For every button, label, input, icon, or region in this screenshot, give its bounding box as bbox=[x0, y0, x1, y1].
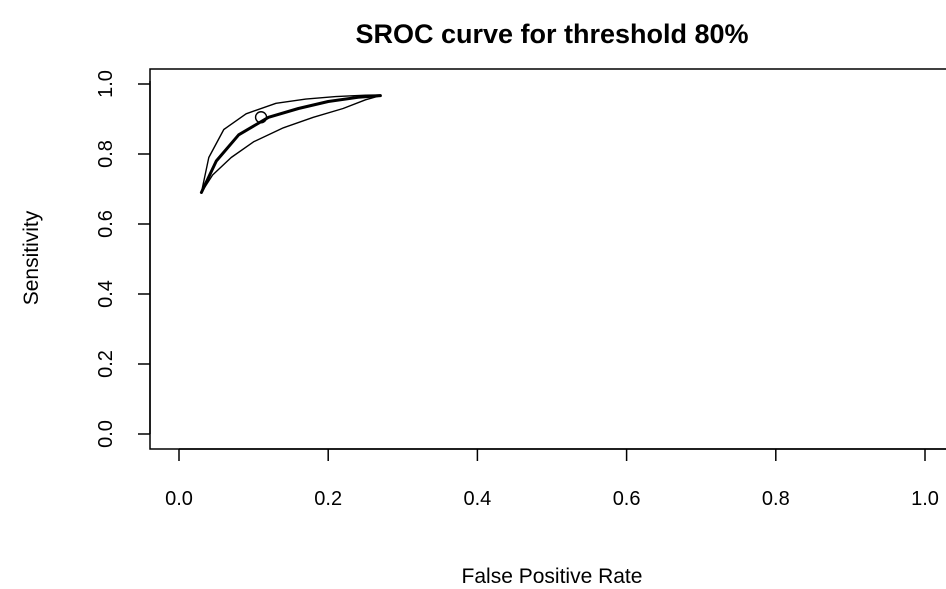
y-ticks: 0.0 0.2 0.4 0.6 0.8 1.0 bbox=[95, 70, 150, 448]
x-ticks: 0.0 0.2 0.4 0.6 0.8 1.0 bbox=[165, 449, 939, 510]
upper-confidence-band bbox=[200, 94, 382, 194]
x-tick-label-0: 0.0 bbox=[165, 488, 193, 510]
plot-area-frame bbox=[149, 68, 946, 450]
y-axis-label: Sensitivity bbox=[20, 210, 43, 305]
sroc-curve bbox=[199, 94, 382, 194]
x-tick-label-1: 0.2 bbox=[314, 488, 342, 510]
summary-point bbox=[254, 111, 268, 124]
y-tick-label-3: 0.6 bbox=[95, 210, 117, 238]
x-tick-label-5: 1.0 bbox=[911, 488, 939, 510]
y-tick-label-2: 0.4 bbox=[95, 280, 117, 308]
lower-confidence-band bbox=[200, 94, 382, 194]
x-tick-label-3: 0.6 bbox=[613, 488, 641, 510]
x-tick-label-4: 0.8 bbox=[762, 488, 790, 510]
x-tick-label-2: 0.4 bbox=[463, 488, 491, 510]
y-tick-label-1: 0.2 bbox=[95, 350, 117, 378]
chart-title: SROC curve for threshold 80% bbox=[355, 19, 748, 49]
y-tick-label-5: 1.0 bbox=[95, 70, 117, 98]
plot-layer bbox=[199, 94, 382, 194]
x-axis-label: False Positive Rate bbox=[462, 565, 643, 588]
y-tick-label-0: 0.0 bbox=[95, 420, 117, 448]
y-tick-label-4: 0.8 bbox=[95, 140, 117, 168]
